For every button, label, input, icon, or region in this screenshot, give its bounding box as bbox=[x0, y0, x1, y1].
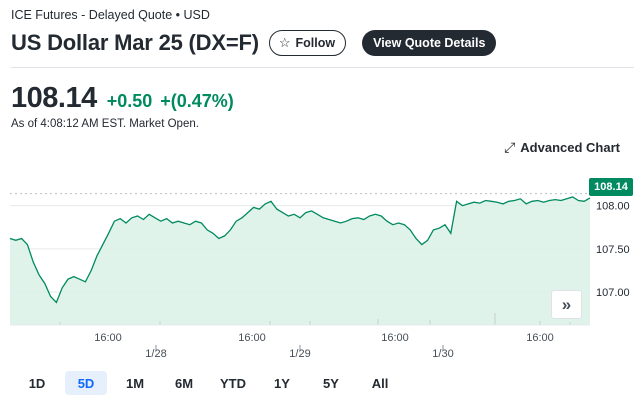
x-time-label: 16:00 bbox=[238, 332, 266, 344]
x-time-label: 16:00 bbox=[526, 332, 554, 344]
range-button-6m[interactable]: 6M bbox=[174, 375, 194, 391]
range-button-all[interactable]: All bbox=[371, 375, 389, 391]
view-quote-details-button[interactable]: View Quote Details bbox=[362, 30, 497, 56]
range-button-5y[interactable]: 5Y bbox=[323, 375, 339, 391]
x-time-label: 16:00 bbox=[94, 332, 122, 344]
x-date-label: 1/30 bbox=[432, 348, 453, 360]
chart-next-button[interactable]: » bbox=[551, 290, 582, 319]
range-button-5d[interactable]: 5D bbox=[65, 371, 107, 395]
x-date-label: 1/28 bbox=[145, 348, 166, 360]
last-price-tag: 108.14 bbox=[589, 178, 633, 196]
view-quote-details-label: View Quote Details bbox=[373, 36, 486, 50]
range-selector: 1D 5D 1M 6M YTD 1Y 5Y All bbox=[16, 371, 408, 395]
exchange-line: ICE Futures - Delayed Quote • USD bbox=[11, 8, 210, 22]
area-fill bbox=[10, 197, 590, 325]
range-button-ytd[interactable]: YTD bbox=[220, 375, 246, 391]
page-title: US Dollar Mar 25 (DX=F) bbox=[11, 30, 259, 55]
title-row: US Dollar Mar 25 (DX=F) ☆ Follow View Qu… bbox=[11, 30, 497, 56]
price-row: 108.14 +0.50 +(0.47%) bbox=[11, 82, 234, 115]
double-chevron-right-icon: » bbox=[561, 294, 572, 314]
price-change: +0.50 bbox=[106, 91, 153, 111]
header-divider bbox=[11, 67, 634, 68]
range-button-1m[interactable]: 1M bbox=[125, 375, 145, 391]
follow-label: Follow bbox=[295, 36, 336, 50]
x-time-label: 16:00 bbox=[381, 332, 409, 344]
range-button-1d[interactable]: 1D bbox=[28, 375, 46, 391]
star-icon: ☆ bbox=[278, 35, 291, 50]
price-value: 108.14 bbox=[11, 82, 97, 114]
follow-button[interactable]: ☆ Follow bbox=[268, 30, 347, 56]
as-of-timestamp: As of 4:08:12 AM EST. Market Open. bbox=[11, 118, 199, 130]
advanced-chart-label: Advanced Chart bbox=[520, 140, 620, 155]
price-chart[interactable]: 108.00 107.50 107.00 16:00 16:00 16:00 16:00 1/… bbox=[0, 170, 644, 370]
advanced-chart-link[interactable]: ⤢ Advanced Chart bbox=[504, 139, 620, 156]
range-button-1y[interactable]: 1Y bbox=[274, 375, 290, 391]
y-tick-label: 108.00 bbox=[596, 201, 630, 213]
price-line bbox=[9, 196, 591, 304]
y-tick-label: 107.50 bbox=[596, 244, 630, 256]
x-date-label: 1/29 bbox=[289, 348, 310, 360]
price-change-percent: +(0.47%) bbox=[160, 91, 234, 111]
y-tick-label: 107.00 bbox=[596, 287, 630, 299]
expand-icon: ⤢ bbox=[504, 139, 516, 155]
